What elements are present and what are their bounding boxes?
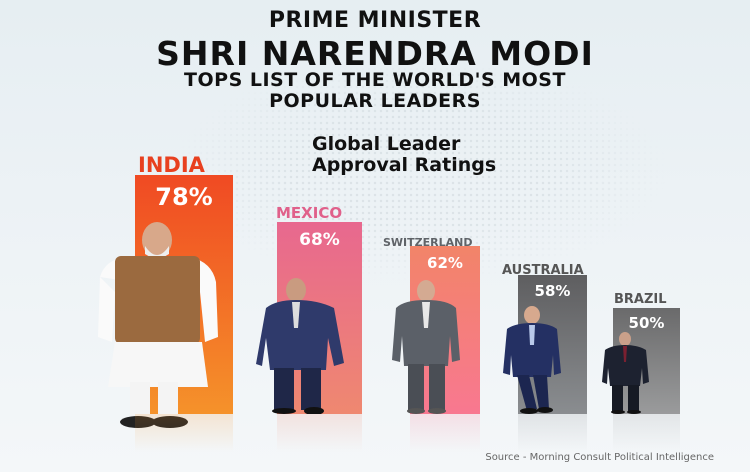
bar-reflection-switzerland [410, 414, 480, 452]
headline-line-3a: TOPS LIST OF THE WORLD'S MOST [184, 69, 566, 91]
leader-figure-switzerland [392, 280, 460, 414]
country-label-india: INDIA [138, 153, 205, 177]
headline-line-3: TOPS LIST OF THE WORLD'S MOST POPULAR LE… [0, 70, 750, 112]
headline-line-1: PRIME MINISTER [268, 8, 482, 33]
value-label-brazil: 50% [628, 314, 665, 332]
country-label-switzerland: SWITZERLAND [383, 236, 473, 249]
leader-figure-india [98, 222, 218, 428]
value-label-australia: 58% [534, 282, 571, 300]
chart-title: Global Leader Approval Ratings [312, 134, 496, 176]
chart-title-line-2: Approval Ratings [312, 154, 497, 176]
value-label-mexico: 68% [299, 230, 340, 250]
leader-figure-australia [503, 306, 561, 414]
bar-reflection-mexico [277, 414, 362, 452]
bar-reflection-australia [518, 414, 587, 452]
country-label-brazil: BRAZIL [614, 292, 667, 307]
bar-reflection-india [135, 414, 233, 452]
chart-title-line-1: Global Leader [312, 133, 461, 155]
value-label-india: 78% [155, 183, 213, 211]
source-note: Source - Morning Consult Political Intel… [485, 452, 714, 463]
headline-line-2: SHRI NARENDRA MODI [156, 34, 594, 73]
headline-line-3b: POPULAR LEADERS [269, 90, 481, 112]
country-label-mexico: MEXICO [276, 204, 343, 222]
country-label-australia: AUSTRALIA [502, 263, 584, 278]
leader-figure-brazil [602, 332, 649, 414]
leader-figure-mexico [256, 278, 344, 414]
bar-reflection-brazil [613, 414, 680, 452]
value-label-switzerland: 62% [427, 254, 463, 272]
